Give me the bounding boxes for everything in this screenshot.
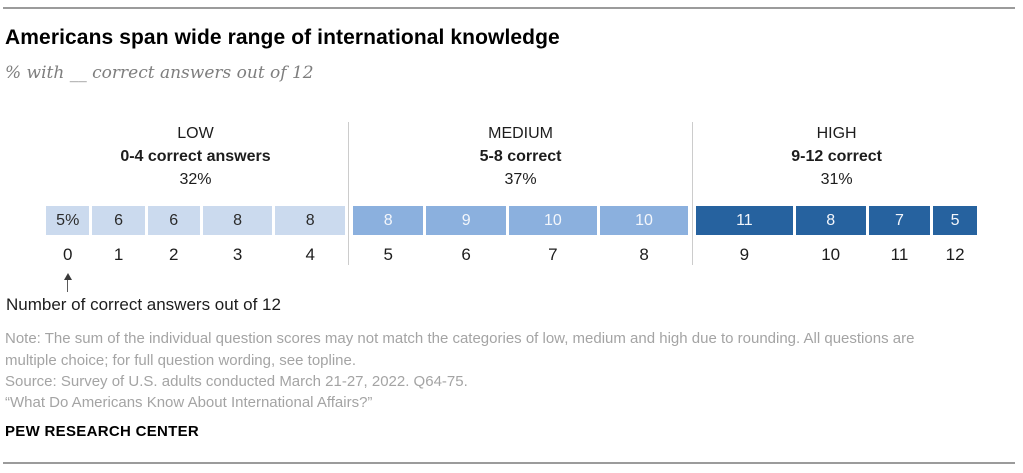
x-tick-5: 5 xyxy=(383,245,393,264)
note-text: Note: The sum of the individual question… xyxy=(5,330,915,369)
group-share-label: 37% xyxy=(504,171,537,188)
group-name: MEDIUM xyxy=(488,125,553,142)
axis-row: 0 1 2 3 4 xyxy=(46,245,345,265)
source-text: Source: Survey of U.S. adults conducted … xyxy=(5,373,468,390)
x-tick-12: 12 xyxy=(945,245,965,264)
bar-segment-x11: 7 xyxy=(868,206,931,235)
x-tick-10: 10 xyxy=(821,245,841,264)
bar-segment-x9: 11 xyxy=(696,206,793,235)
axis-row: 5 6 7 8 xyxy=(353,245,688,265)
chart-subtitle: % with __ correct answers out of 12 xyxy=(5,63,314,83)
bar-segment-x10: 8 xyxy=(795,206,866,235)
x-tick-4: 4 xyxy=(305,245,315,264)
stacked-bar-chart: LOW 0-4 correct answers 32% 5% 6 6 8 8 0 1 2 3 4 MEDI… xyxy=(46,122,977,265)
x-tick-7: 7 xyxy=(548,245,558,264)
chart-groups: LOW 0-4 correct answers 32% 5% 6 6 8 8 0 1 2 3 4 MEDI… xyxy=(46,122,977,265)
x-tick-0: 0 xyxy=(63,245,73,264)
bar-segment-x5: 8 xyxy=(352,206,424,235)
quote-text: “What Do Americans Know About Internatio… xyxy=(5,394,373,411)
bar-segment-x12: 5 xyxy=(933,206,977,235)
up-arrow-icon xyxy=(63,273,72,292)
bar-segment-x2: 6 xyxy=(147,206,200,235)
group-low: LOW 0-4 correct answers 32% 5% 6 6 8 8 0 1 2 3 4 xyxy=(46,122,348,265)
group-share-label: 31% xyxy=(820,171,853,188)
group-high: HIGH 9-12 correct 31% 11 8 7 5 9 10 11 12 xyxy=(693,122,977,265)
up-arrow-stem xyxy=(66,280,69,292)
top-rule xyxy=(3,7,1015,9)
page-title: Americans span wide range of internation… xyxy=(5,26,560,49)
brand-footer: PEW RESEARCH CENTER xyxy=(5,423,200,440)
group-name: LOW xyxy=(177,125,214,142)
bar-segment-x6: 9 xyxy=(426,206,506,235)
x-tick-2: 2 xyxy=(169,245,179,264)
x-tick-9: 9 xyxy=(739,245,750,264)
x-tick-3: 3 xyxy=(232,245,243,264)
group-medium: MEDIUM 5-8 correct 37% 8 9 10 10 5 6 7 8 xyxy=(348,122,693,265)
bar-segment-x7: 10 xyxy=(508,206,597,235)
bar-row: 5% 6 6 8 8 xyxy=(46,206,345,235)
x-tick-8: 8 xyxy=(639,245,649,264)
axis-row: 9 10 11 12 xyxy=(696,245,977,265)
group-range-label: 9-12 correct xyxy=(791,148,882,165)
group-header: LOW 0-4 correct answers 32% xyxy=(46,122,345,191)
x-tick-1: 1 xyxy=(113,245,124,264)
x-tick-6: 6 xyxy=(461,245,471,264)
bar-segment-x0: 5% xyxy=(46,206,90,235)
up-arrow-head xyxy=(63,273,72,280)
bar-segment-x1: 6 xyxy=(92,206,145,235)
group-name: HIGH xyxy=(816,125,857,142)
group-range-label: 0-4 correct answers xyxy=(120,148,271,165)
group-header: MEDIUM 5-8 correct 37% xyxy=(353,122,688,191)
x-tick-11: 11 xyxy=(890,245,909,264)
group-header: HIGH 9-12 correct 31% xyxy=(696,122,977,191)
axis-caption: Number of correct answers out of 12 xyxy=(6,295,281,314)
bar-segment-x4: 8 xyxy=(275,206,345,235)
bar-row: 8 9 10 10 xyxy=(352,206,689,235)
bar-segment-x8: 10 xyxy=(599,206,689,235)
bottom-rule xyxy=(3,462,1015,464)
group-range-label: 5-8 correct xyxy=(479,148,562,165)
bar-segment-x3: 8 xyxy=(202,206,273,235)
group-share-label: 32% xyxy=(179,171,212,188)
bar-row: 11 8 7 5 xyxy=(696,206,977,235)
